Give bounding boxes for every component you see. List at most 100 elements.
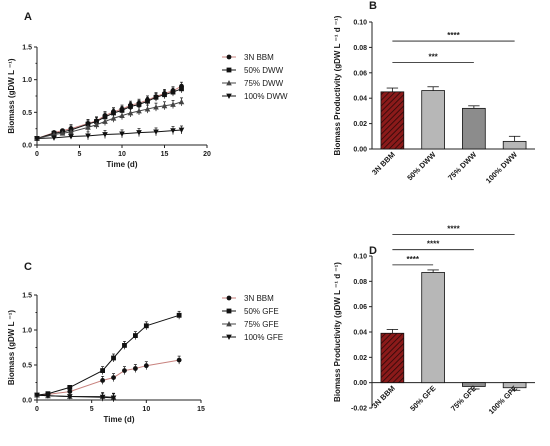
category-label: 3N BBM: [370, 384, 397, 411]
legend-label: 100% GFE: [244, 333, 283, 342]
legend-label: 75% DWW: [244, 79, 284, 88]
y-tick-label: 0.0: [22, 143, 32, 150]
series-line: [36, 88, 182, 139]
x-axis-label: Time (d): [107, 160, 138, 169]
data-point: [133, 366, 138, 371]
data-point: [153, 94, 159, 100]
y-tick-label: 0.04: [353, 330, 367, 337]
data-point: [122, 343, 127, 348]
category-label: 75% GFE: [449, 384, 478, 413]
data-point: [162, 92, 167, 98]
data-point: [170, 89, 176, 95]
y-tick-label: 0.5: [22, 363, 32, 370]
legend-marker: [226, 93, 232, 99]
x-tick-label: 10: [142, 406, 150, 413]
x-tick-label: 5: [78, 151, 82, 158]
data-point: [119, 131, 125, 137]
data-point: [67, 385, 73, 390]
bar: [462, 107, 486, 150]
y-tick-label: 0.02: [353, 355, 367, 362]
y-tick-label: 1.0: [22, 77, 32, 84]
y-tick-label: 0.06: [353, 70, 367, 77]
x-tick-label: 0: [35, 406, 39, 413]
y-axis-label: Biomass (gDW L ⁻¹): [7, 58, 16, 134]
data-point: [68, 128, 74, 135]
bar: [421, 90, 445, 150]
series-line: [36, 85, 182, 139]
y-tick-label: 0.5: [22, 110, 32, 117]
series-3: [34, 125, 185, 142]
y-tick-label: 0.0: [22, 398, 32, 405]
significance-stars: ****: [447, 31, 460, 40]
legend: 3N BBM 50% DWW 75% DWW 100% DWW: [222, 53, 288, 101]
category-label: 50% DWW: [405, 149, 438, 182]
x-axis-label: Time (d): [104, 415, 135, 424]
significance-stars: ****: [407, 255, 420, 264]
x-tick-label: 20: [203, 151, 211, 158]
data-point: [143, 323, 149, 329]
data-point: [178, 98, 185, 105]
data-point: [85, 133, 91, 139]
data-point: [133, 333, 138, 338]
legend-label: 3N BBM: [244, 294, 274, 303]
y-tick-label: 0.10: [353, 20, 367, 27]
data-point: [145, 98, 150, 104]
panel-letter: C: [24, 261, 32, 273]
y-axis-label: Biomass (gDW L ⁻¹): [7, 310, 16, 386]
series-2: [34, 97, 185, 141]
bar: [421, 272, 445, 384]
series-0: [34, 81, 184, 141]
data-point: [119, 112, 125, 118]
series-line: [36, 359, 180, 396]
x-tick-label: 15: [161, 151, 169, 158]
data-point: [111, 110, 116, 116]
bar: [380, 91, 405, 150]
data-point: [128, 104, 133, 109]
legend-marker: [226, 308, 232, 314]
data-point: [67, 394, 73, 400]
category-label: 100% DWW: [484, 149, 520, 185]
x-tick-label: 10: [118, 151, 126, 158]
y-tick-label: 0.08: [353, 45, 367, 52]
legend-marker: [226, 67, 232, 73]
category-label: 3N BBM: [370, 150, 397, 177]
significance-stars: ****: [447, 224, 460, 233]
series-line: [36, 101, 182, 139]
y-tick-label: 0.00: [353, 147, 367, 154]
data-point: [176, 312, 182, 318]
data-point: [51, 135, 57, 141]
data-point: [99, 394, 106, 401]
y-tick-label: 1.5: [22, 293, 32, 300]
legend-label: 50% DWW: [244, 66, 284, 75]
series-line: [36, 314, 180, 396]
data-point: [111, 375, 116, 380]
data-point: [68, 134, 74, 140]
legend-marker: [226, 321, 232, 327]
data-point: [34, 136, 40, 142]
legend: 3N BBM 50% GFE 75% GFE 100% GFE: [222, 294, 283, 342]
chart-panel-c: C 0.0 0.5 1.0 1.5 0 5 10 15 Time (d) Biomass (gDW …: [7, 261, 283, 424]
chart-panel-d: D -0.02 0.00 0.02 0.04 0.06 0.08 0.10 Biomass Pr…: [333, 224, 535, 416]
data-point: [178, 127, 185, 133]
chart-panel-a: A 0.0 0.5 1.0 1.5 0 5 10 15 20 Time (d) Biomass (gD…: [7, 11, 288, 169]
data-point: [59, 130, 66, 136]
series-1: [34, 84, 184, 141]
y-tick-label: 0.02: [353, 121, 367, 128]
data-point: [153, 104, 159, 110]
category-label: 75% DWW: [446, 149, 479, 182]
data-point: [170, 128, 176, 134]
legend-label: 100% DWW: [244, 92, 288, 101]
data-point: [153, 129, 159, 135]
data-point: [143, 363, 149, 369]
x-tick-label: 0: [35, 151, 39, 158]
panel-letter: D: [369, 245, 377, 257]
data-point: [179, 86, 184, 92]
data-point: [111, 355, 116, 361]
data-point: [136, 108, 142, 114]
series-line: [36, 129, 182, 139]
data-point: [45, 393, 51, 399]
data-point: [100, 378, 105, 383]
data-point: [110, 115, 117, 121]
y-tick-label: 0.08: [353, 279, 367, 286]
